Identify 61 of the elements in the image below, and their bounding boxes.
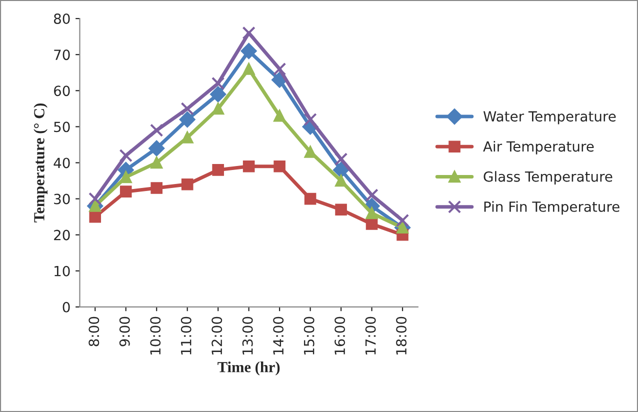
x-tick-label: 11:00 bbox=[180, 316, 192, 354]
point bbox=[88, 192, 102, 206]
x-tick-label: 9:00 bbox=[119, 316, 130, 346]
y-tick-label: 50 bbox=[54, 122, 70, 132]
point bbox=[274, 160, 286, 172]
legend-label: Water Temperature bbox=[483, 111, 616, 124]
point bbox=[272, 62, 286, 76]
x-tick-label: 18:00 bbox=[396, 316, 407, 354]
y-tick-label: 80 bbox=[54, 14, 70, 24]
point bbox=[242, 63, 255, 75]
y-tick-label: 20 bbox=[54, 230, 70, 240]
x-tick-label: 13:00 bbox=[242, 316, 253, 354]
point bbox=[333, 162, 349, 178]
x-tick-label: 8:00 bbox=[88, 316, 100, 346]
legend-label: Pin Fin Temperature bbox=[484, 201, 620, 215]
point bbox=[180, 102, 194, 116]
point bbox=[89, 210, 102, 223]
point bbox=[120, 186, 132, 198]
y-tick-label: 70 bbox=[54, 50, 70, 60]
x-tick-label: 15:00 bbox=[304, 316, 314, 354]
point bbox=[119, 148, 132, 162]
point bbox=[335, 204, 347, 216]
point bbox=[334, 152, 348, 166]
point bbox=[335, 174, 347, 187]
legend-label: Air Temperature bbox=[483, 140, 594, 154]
point bbox=[212, 164, 224, 176]
y-tick-label: 60 bbox=[54, 86, 70, 96]
point bbox=[304, 112, 317, 126]
point bbox=[150, 124, 164, 137]
x-tick-label: 17:00 bbox=[365, 316, 376, 354]
point bbox=[240, 43, 257, 59]
point bbox=[304, 192, 316, 205]
y-tick-label: 0 bbox=[62, 302, 70, 312]
y-tick-label: 40 bbox=[54, 158, 70, 168]
point bbox=[396, 214, 410, 228]
x-tick-label: 10:00 bbox=[150, 316, 161, 354]
point bbox=[366, 218, 378, 230]
y-tick-label: 30 bbox=[54, 194, 70, 204]
point bbox=[181, 178, 194, 190]
point bbox=[366, 207, 378, 220]
point bbox=[212, 102, 224, 115]
point bbox=[365, 188, 378, 202]
point bbox=[179, 112, 196, 128]
point bbox=[150, 156, 163, 169]
point bbox=[150, 182, 163, 194]
y-axis-title: Temperature (° C) bbox=[34, 103, 48, 222]
x-tick-label: 12:00 bbox=[212, 316, 222, 354]
point bbox=[211, 76, 225, 90]
point bbox=[120, 171, 132, 184]
y-tick-label: 10 bbox=[54, 266, 70, 276]
x-axis-title: Time (hr) bbox=[218, 362, 280, 376]
point bbox=[148, 140, 165, 156]
point bbox=[304, 146, 316, 158]
point bbox=[210, 86, 226, 102]
point bbox=[242, 160, 255, 172]
legend-label: Glass Temperature bbox=[484, 171, 612, 185]
x-tick-label: 16:00 bbox=[334, 316, 346, 354]
point bbox=[242, 26, 256, 40]
point bbox=[274, 110, 286, 122]
point bbox=[181, 132, 194, 144]
x-tick-label: 14:00 bbox=[273, 316, 284, 354]
